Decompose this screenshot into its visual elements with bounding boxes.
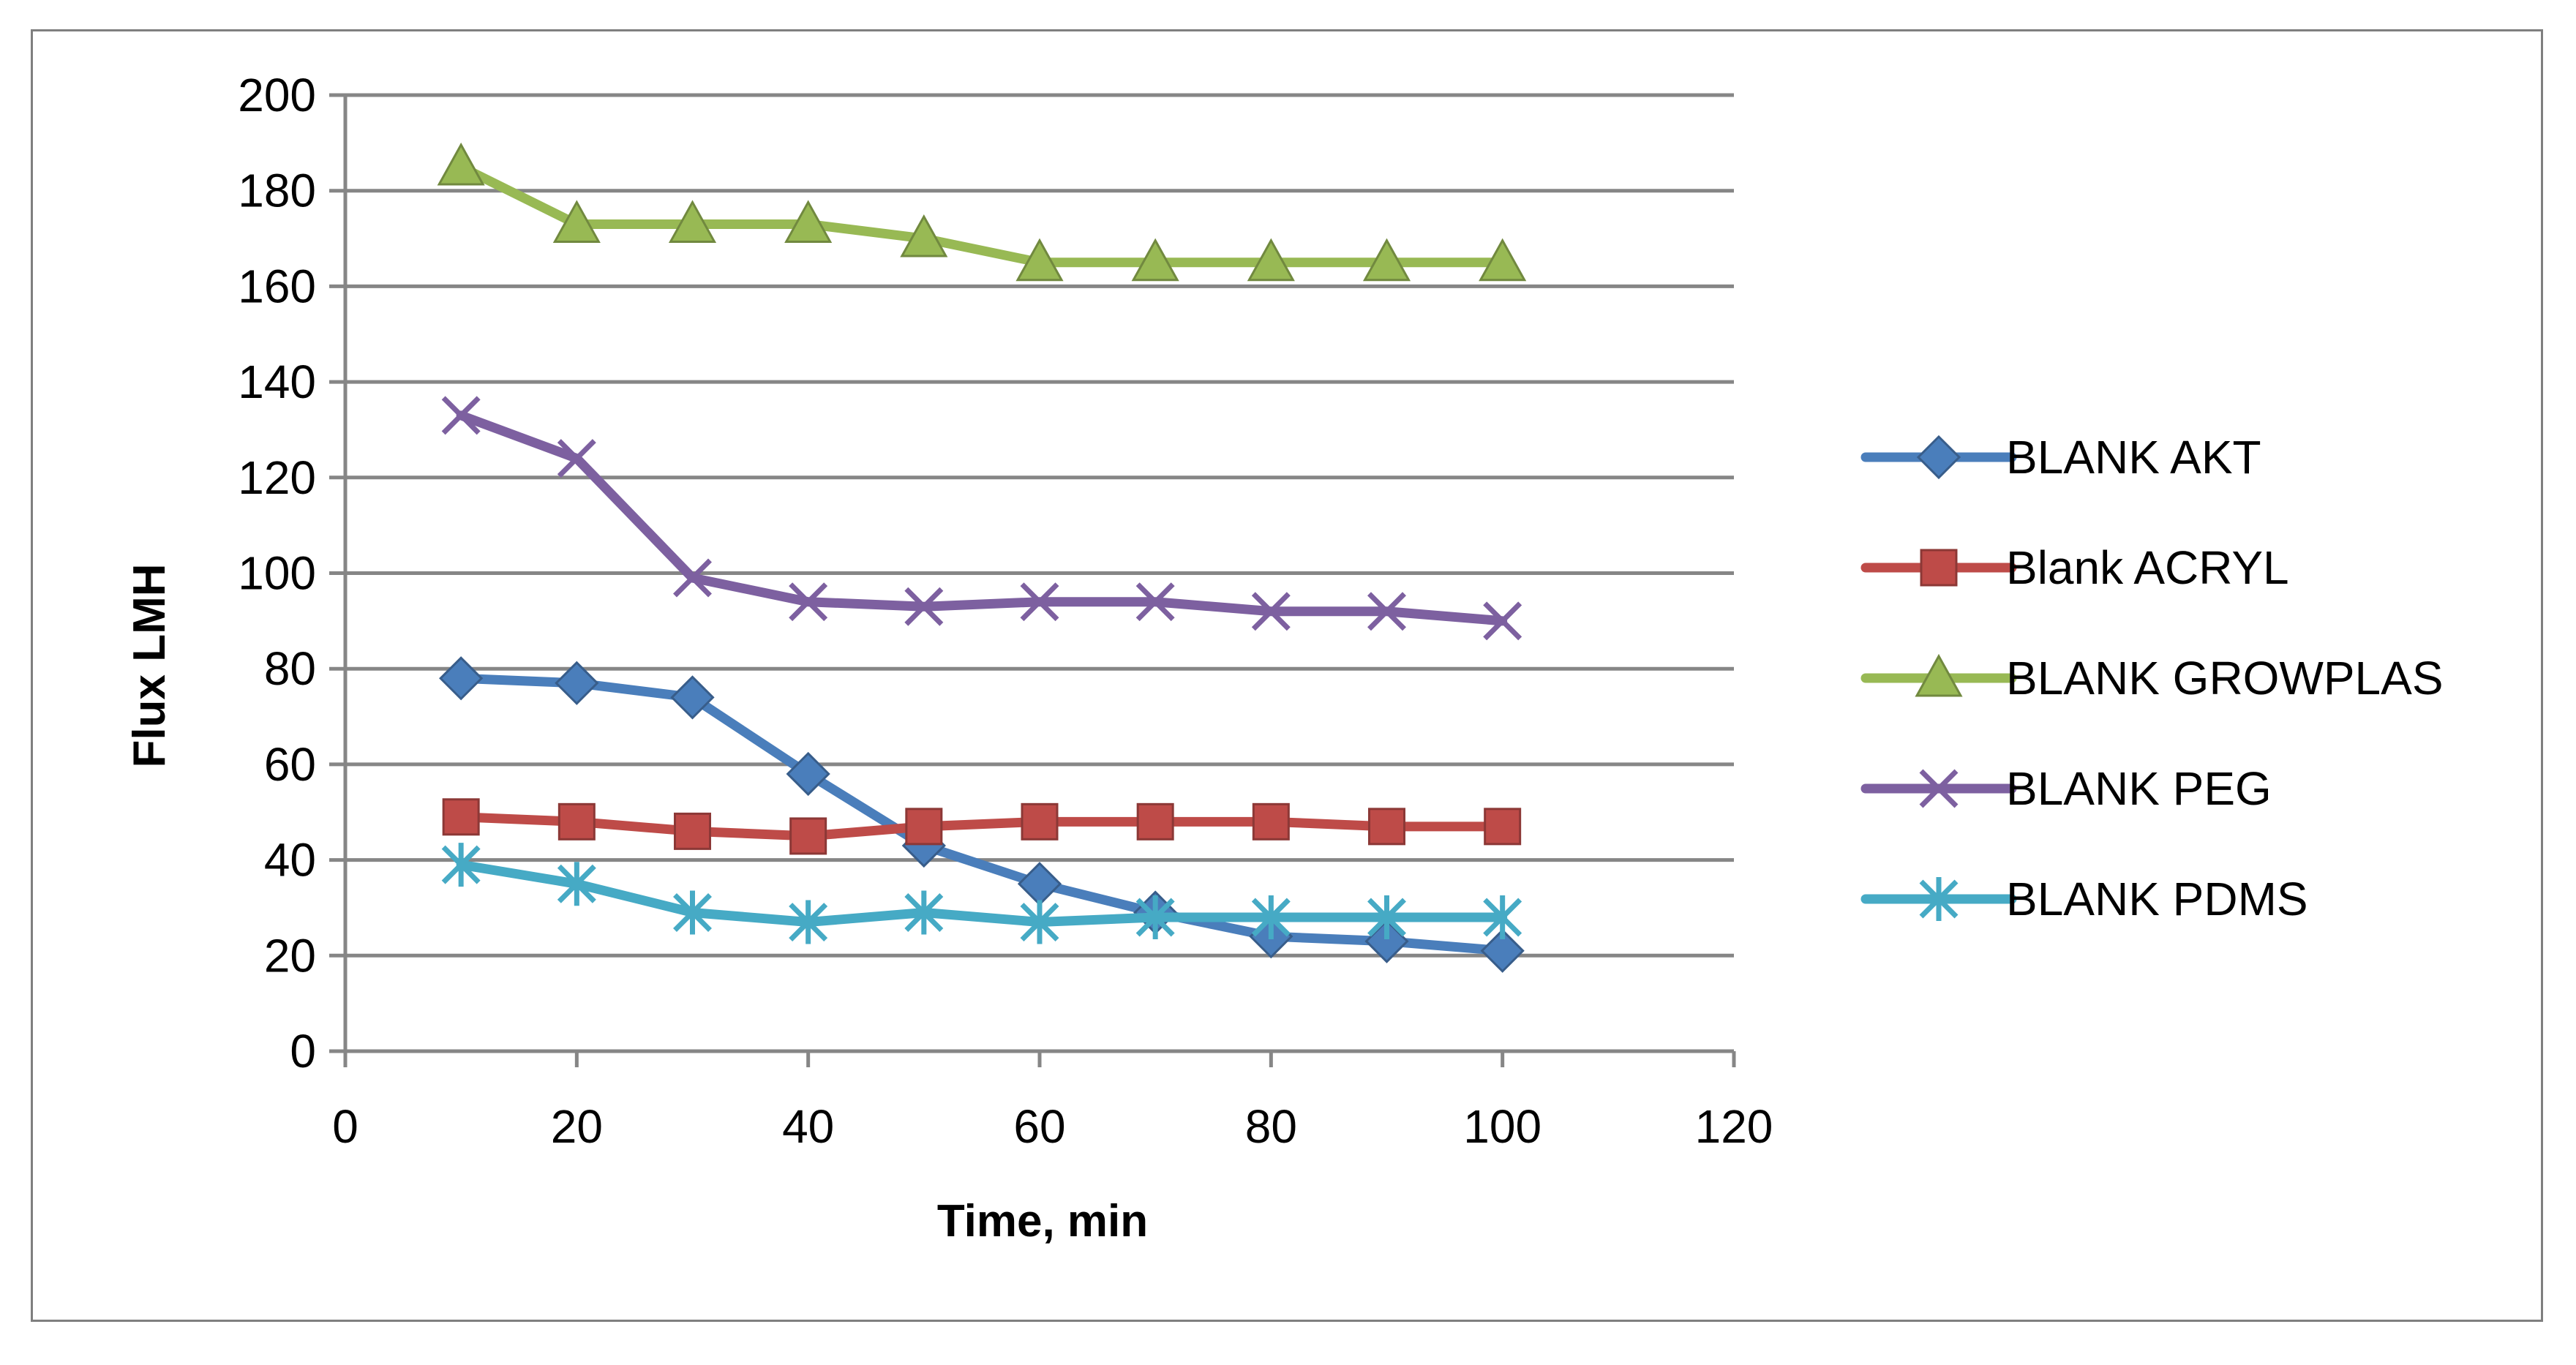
data-point-marker [1017,862,1062,906]
legend-swatch-marker [1919,769,1959,808]
x-tick-label: 80 [1245,1100,1297,1153]
data-point-marker [557,439,596,478]
data-point-marker [1135,895,1175,940]
x-tick-label: 120 [1695,1100,1773,1153]
x-axis-title: Time, min [937,1196,1148,1246]
data-point-marker [904,890,944,935]
data-point-marker [673,558,712,598]
series-blank-akt [439,656,1525,973]
series-line [456,410,1508,626]
data-point-marker [786,751,830,797]
data-point-marker [668,200,717,243]
data-point-marker [441,396,481,435]
data-point-marker [437,142,485,186]
legend-label: BLANK AKT [2006,431,2261,484]
series-blank-growplas [437,142,1527,282]
data-point-marker [1021,802,1059,841]
legend-label: BLANK PDMS [2006,873,2308,925]
data-point-marker [1015,238,1064,282]
data-point-marker [1251,895,1291,940]
data-point-marker [1483,895,1522,940]
y-tick-label: 200 [238,69,316,121]
data-point-marker [789,900,828,944]
legend-item-blank-pdms: BLANK PDMS [1860,873,2308,925]
y-tick-label: 180 [238,165,316,217]
data-point-marker [670,675,715,720]
data-point-marker [442,798,480,836]
series-layer [437,142,1527,973]
legend-swatch-marker [1915,653,1963,697]
y-tick-label: 80 [264,642,316,695]
x-tick-label: 40 [782,1100,834,1153]
legend-swatch-marker [1920,549,1958,587]
legend: BLANK AKT Blank ACRYL BLANK GROWPLAS BLANK … [1860,431,2444,925]
data-point-marker [1136,802,1174,841]
x-tick-label: 0 [332,1100,358,1153]
data-point-marker [557,802,596,841]
data-point-marker [905,808,943,846]
data-point-marker [555,661,599,705]
series-blank-acryl [442,798,1522,855]
series-line [456,860,1508,928]
legend-item-blank-acryl: Blank ACRYL [1860,541,2289,594]
x-tick-label: 100 [1463,1100,1542,1153]
y-tick-label: 160 [238,260,316,312]
data-point-marker [1362,238,1411,282]
data-point-marker [1131,238,1179,282]
series-line [456,673,1508,956]
data-point-marker [557,862,596,906]
data-point-marker [1479,238,1527,282]
y-tick-label: 140 [238,356,316,408]
data-point-marker [673,890,712,935]
data-point-marker [784,200,833,243]
legend-label: BLANK GROWPLAS [2006,652,2444,704]
legend-item-blank-akt: BLANK AKT [1860,431,2261,484]
data-point-marker [900,214,948,257]
y-tick-label: 40 [264,834,316,887]
legend-swatch-marker [1916,435,1961,480]
data-point-marker [904,587,944,626]
data-point-marker [1368,808,1405,846]
data-point-marker [1484,808,1522,846]
y-tick-label: 60 [264,738,316,791]
legend-label: Blank ACRYL [2006,541,2289,594]
data-point-marker [674,812,711,850]
y-axis-title: Flux LMH [124,564,175,768]
x-tick-label: 60 [1013,1100,1065,1153]
data-point-marker [1247,238,1295,282]
series-line [456,812,1508,841]
data-point-marker [1020,582,1059,622]
data-point-marker [1251,592,1291,631]
axes: 0 20 40 60 80 100 120 140 160 180 200 0 20 40 60 80 100 1… [238,69,1773,1153]
data-point-marker [1020,900,1059,944]
legend-item-blank-peg: BLANK PEG [1860,762,2272,815]
data-point-marker [1367,592,1406,631]
y-tick-label: 20 [264,929,316,982]
y-tick-label: 0 [290,1025,316,1078]
x-tick-label: 20 [551,1100,603,1153]
data-point-marker [1252,802,1290,841]
data-point-marker [1483,601,1522,641]
series-blank-pdms [441,843,1522,944]
series-blank-peg [441,396,1522,641]
legend-label: BLANK PEG [2006,762,2272,815]
data-point-marker [441,843,481,887]
series-line [456,162,1508,268]
y-tick-label: 100 [238,547,316,600]
legend-item-blank-growplas: BLANK GROWPLAS [1860,652,2444,704]
data-point-marker [1135,582,1175,622]
data-point-marker [552,200,601,243]
legend-swatch-marker [1919,877,1959,921]
data-point-marker [1367,895,1406,940]
y-tick-label: 120 [238,451,316,504]
data-point-marker [789,817,827,855]
data-point-marker [789,582,828,622]
data-point-marker [439,656,484,701]
data-point-marker [1480,928,1525,973]
